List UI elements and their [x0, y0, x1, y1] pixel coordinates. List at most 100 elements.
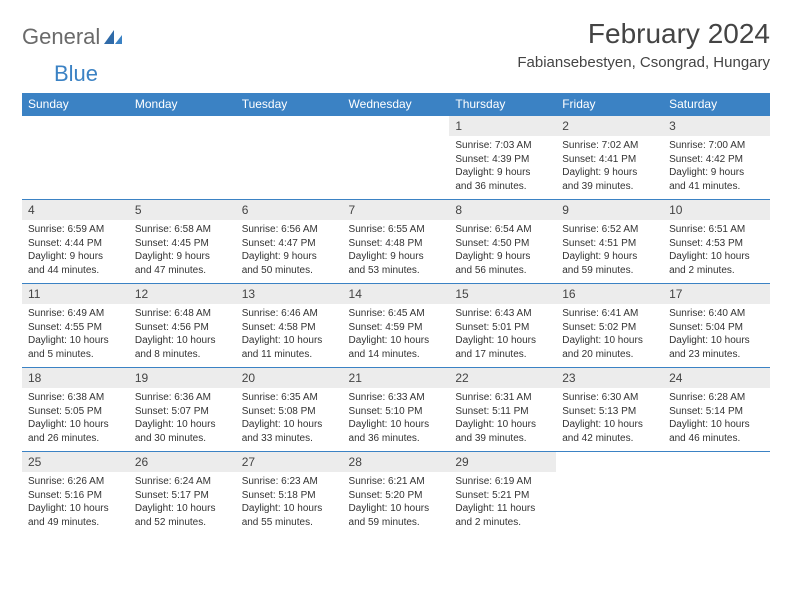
daylight-text: and 55 minutes. [242, 516, 337, 530]
daylight-text: Daylight: 9 hours [349, 250, 444, 264]
daylight-text: and 59 minutes. [349, 516, 444, 530]
sunset-text: Sunset: 5:11 PM [455, 405, 550, 419]
daylight-text: Daylight: 9 hours [28, 250, 123, 264]
day-number: 8 [449, 200, 556, 221]
daylight-text: Daylight: 10 hours [242, 418, 337, 432]
daylight-text: and 11 minutes. [242, 348, 337, 362]
logo: General [22, 24, 124, 50]
month-title: February 2024 [517, 18, 770, 50]
sunset-text: Sunset: 4:51 PM [562, 237, 657, 251]
daylight-text: Daylight: 10 hours [455, 418, 550, 432]
daylight-text: and 14 minutes. [349, 348, 444, 362]
daylight-text: and 2 minutes. [669, 264, 764, 278]
day-cell: Sunrise: 6:58 AMSunset: 4:45 PMDaylight:… [129, 220, 236, 284]
day-number-row: 11121314151617 [22, 284, 770, 305]
sunset-text: Sunset: 4:47 PM [242, 237, 337, 251]
day-cell: Sunrise: 6:21 AMSunset: 5:20 PMDaylight:… [343, 472, 450, 535]
sunset-text: Sunset: 5:18 PM [242, 489, 337, 503]
day-cell: Sunrise: 6:43 AMSunset: 5:01 PMDaylight:… [449, 304, 556, 368]
day-number: 22 [449, 368, 556, 389]
sunrise-text: Sunrise: 6:31 AM [455, 391, 550, 405]
sunrise-text: Sunrise: 6:56 AM [242, 223, 337, 237]
daylight-text: Daylight: 10 hours [28, 334, 123, 348]
day-cell: Sunrise: 6:24 AMSunset: 5:17 PMDaylight:… [129, 472, 236, 535]
daylight-text: Daylight: 10 hours [562, 334, 657, 348]
day-cell: Sunrise: 6:19 AMSunset: 5:21 PMDaylight:… [449, 472, 556, 535]
day-number: 9 [556, 200, 663, 221]
day-cell: Sunrise: 6:55 AMSunset: 4:48 PMDaylight:… [343, 220, 450, 284]
daylight-text: Daylight: 9 hours [669, 166, 764, 180]
day-cell: Sunrise: 7:00 AMSunset: 4:42 PMDaylight:… [663, 136, 770, 200]
day-header-row: Sunday Monday Tuesday Wednesday Thursday… [22, 93, 770, 116]
logo-sail-icon [102, 28, 124, 46]
daylight-text: and 36 minutes. [349, 432, 444, 446]
day-number: 18 [22, 368, 129, 389]
sunrise-text: Sunrise: 6:30 AM [562, 391, 657, 405]
day-number: 11 [22, 284, 129, 305]
sunrise-text: Sunrise: 6:23 AM [242, 475, 337, 489]
day-content-row: Sunrise: 6:26 AMSunset: 5:16 PMDaylight:… [22, 472, 770, 535]
day-number: 21 [343, 368, 450, 389]
day-number: 25 [22, 452, 129, 473]
day-header: Tuesday [236, 93, 343, 116]
day-number: 5 [129, 200, 236, 221]
sunrise-text: Sunrise: 6:38 AM [28, 391, 123, 405]
daylight-text: and 42 minutes. [562, 432, 657, 446]
day-cell: Sunrise: 6:36 AMSunset: 5:07 PMDaylight:… [129, 388, 236, 452]
day-number [236, 116, 343, 137]
day-cell [556, 472, 663, 535]
daylight-text: Daylight: 10 hours [562, 418, 657, 432]
daylight-text: and 30 minutes. [135, 432, 230, 446]
sunset-text: Sunset: 4:48 PM [349, 237, 444, 251]
day-cell: Sunrise: 7:03 AMSunset: 4:39 PMDaylight:… [449, 136, 556, 200]
day-number: 20 [236, 368, 343, 389]
sunset-text: Sunset: 5:14 PM [669, 405, 764, 419]
day-number: 23 [556, 368, 663, 389]
day-content-row: Sunrise: 6:59 AMSunset: 4:44 PMDaylight:… [22, 220, 770, 284]
day-number [129, 116, 236, 137]
daylight-text: and 47 minutes. [135, 264, 230, 278]
sunset-text: Sunset: 4:41 PM [562, 153, 657, 167]
day-number: 24 [663, 368, 770, 389]
sunset-text: Sunset: 4:58 PM [242, 321, 337, 335]
daylight-text: Daylight: 10 hours [135, 418, 230, 432]
daylight-text: Daylight: 9 hours [562, 166, 657, 180]
day-cell: Sunrise: 6:26 AMSunset: 5:16 PMDaylight:… [22, 472, 129, 535]
daylight-text: and 39 minutes. [562, 180, 657, 194]
sunrise-text: Sunrise: 6:33 AM [349, 391, 444, 405]
daylight-text: and 23 minutes. [669, 348, 764, 362]
daylight-text: and 8 minutes. [135, 348, 230, 362]
sunrise-text: Sunrise: 6:46 AM [242, 307, 337, 321]
sunrise-text: Sunrise: 6:35 AM [242, 391, 337, 405]
day-header: Monday [129, 93, 236, 116]
sunrise-text: Sunrise: 6:51 AM [669, 223, 764, 237]
daylight-text: and 52 minutes. [135, 516, 230, 530]
day-cell: Sunrise: 6:54 AMSunset: 4:50 PMDaylight:… [449, 220, 556, 284]
sunset-text: Sunset: 4:42 PM [669, 153, 764, 167]
day-number: 2 [556, 116, 663, 137]
sunset-text: Sunset: 5:10 PM [349, 405, 444, 419]
day-number: 3 [663, 116, 770, 137]
logo-text-general: General [22, 24, 100, 50]
day-cell: Sunrise: 6:38 AMSunset: 5:05 PMDaylight:… [22, 388, 129, 452]
sunset-text: Sunset: 4:44 PM [28, 237, 123, 251]
day-cell: Sunrise: 6:31 AMSunset: 5:11 PMDaylight:… [449, 388, 556, 452]
sunset-text: Sunset: 4:56 PM [135, 321, 230, 335]
sunrise-text: Sunrise: 6:49 AM [28, 307, 123, 321]
daylight-text: and 2 minutes. [455, 516, 550, 530]
sunrise-text: Sunrise: 6:45 AM [349, 307, 444, 321]
day-number: 14 [343, 284, 450, 305]
day-cell: Sunrise: 6:56 AMSunset: 4:47 PMDaylight:… [236, 220, 343, 284]
day-content-row: Sunrise: 7:03 AMSunset: 4:39 PMDaylight:… [22, 136, 770, 200]
daylight-text: and 59 minutes. [562, 264, 657, 278]
daylight-text: Daylight: 10 hours [349, 418, 444, 432]
day-cell: Sunrise: 6:41 AMSunset: 5:02 PMDaylight:… [556, 304, 663, 368]
sunrise-text: Sunrise: 6:55 AM [349, 223, 444, 237]
day-cell [236, 136, 343, 200]
day-cell [343, 136, 450, 200]
sunrise-text: Sunrise: 6:26 AM [28, 475, 123, 489]
daylight-text: Daylight: 11 hours [455, 502, 550, 516]
day-number-row: 45678910 [22, 200, 770, 221]
daylight-text: and 26 minutes. [28, 432, 123, 446]
day-number: 13 [236, 284, 343, 305]
